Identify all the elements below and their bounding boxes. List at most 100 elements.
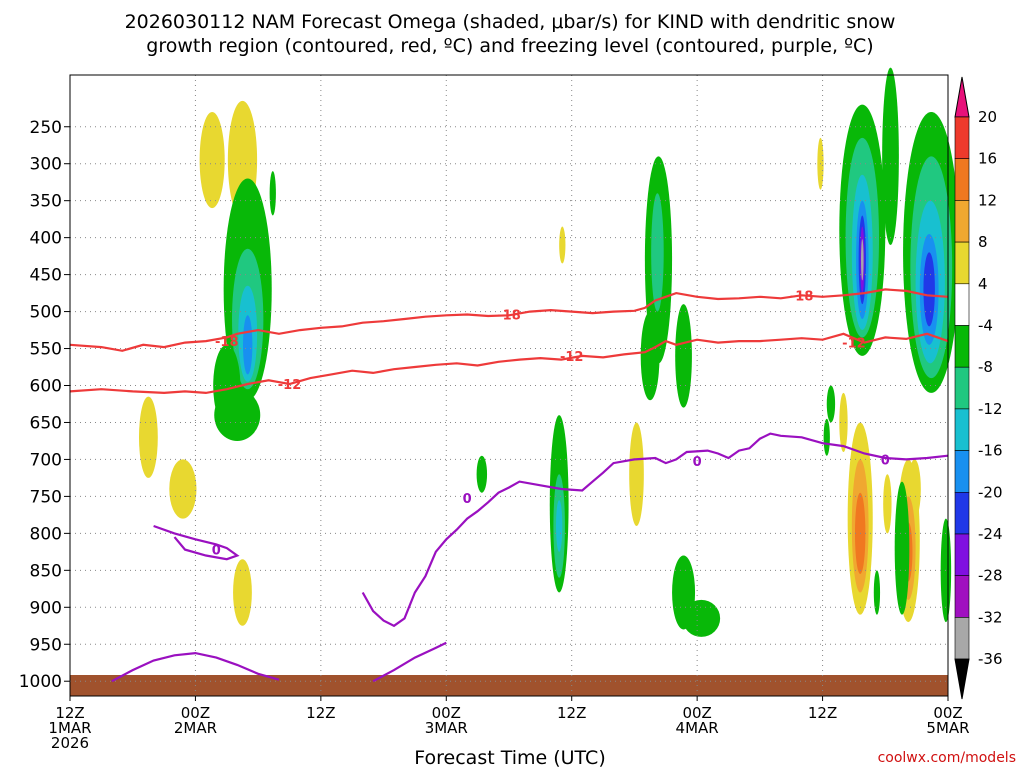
y-tick-label: 850 <box>30 561 62 581</box>
contour-label: 0 <box>463 492 472 507</box>
omega-cell-23 <box>214 389 261 441</box>
colorbar-label: -24 <box>978 525 1003 543</box>
omega-cell-8 <box>839 392 848 453</box>
y-tick-label: 900 <box>30 598 62 618</box>
colorbar-swatch <box>954 200 970 243</box>
colorbar-label: -28 <box>978 567 1003 585</box>
colorbar-label: -16 <box>978 442 1003 460</box>
colorbar-swatch <box>954 116 970 160</box>
x-tick-label: 12Z <box>55 704 84 722</box>
colorbar-legend: 20 16 12 8 4 -4 -8 -12 -16 -20 -24 -28 -32 -36 <box>954 76 1003 700</box>
contour-label: -12 <box>842 337 866 352</box>
x-tick-label: 12Z <box>808 704 837 722</box>
y-tick-label: 350 <box>30 192 62 212</box>
y-axis: 250 300 350 400 450 500 550 600 650 700 750 800 850 9… <box>19 118 70 692</box>
omega-cell-29 <box>651 193 664 312</box>
colorbar-swatch <box>954 491 970 535</box>
colorbar-swatch <box>954 158 970 201</box>
colorbar-swatch <box>954 408 970 451</box>
colorbar-swatch <box>954 283 970 326</box>
contour-line <box>111 651 280 683</box>
omega-cell-49 <box>873 570 881 615</box>
y-tick-label: 300 <box>30 155 62 175</box>
y-tick-label: 700 <box>30 450 62 470</box>
contour-label: 0 <box>693 455 702 470</box>
omega-cell-48 <box>894 481 910 615</box>
colorbar-label: -36 <box>978 650 1003 668</box>
temperature-contours <box>69 288 949 683</box>
y-tick-label: 450 <box>30 266 62 286</box>
omega-cell-30 <box>640 311 660 401</box>
contour-label: -18 <box>215 335 239 350</box>
contour-line <box>153 524 240 561</box>
y-tick-label: 950 <box>30 635 62 655</box>
y-tick-label: 500 <box>30 303 62 323</box>
chart-title-line2: growth region (contoured, red, ºC) and f… <box>146 35 873 57</box>
y-tick-label: 600 <box>30 377 62 397</box>
y-tick-label: 650 <box>30 413 62 433</box>
omega-cell-5 <box>559 226 566 264</box>
credit-text: coolwx.com/models <box>878 750 1016 766</box>
omega-cell-51 <box>823 418 830 456</box>
omega-shaded-regions <box>138 67 960 637</box>
omega-cell-41 <box>861 239 864 281</box>
colorbar-label: 12 <box>978 191 997 209</box>
colorbar-label: 20 <box>978 108 997 126</box>
contour-line <box>372 641 447 683</box>
omega-cell-31 <box>675 304 692 408</box>
omega-cell-9 <box>883 474 892 534</box>
contour-label: -18 <box>497 309 521 324</box>
colorbar-label: 16 <box>978 150 997 168</box>
colorbar-label: -32 <box>978 608 1003 626</box>
y-tick-label: 1000 <box>19 672 62 692</box>
colorbar-swatch <box>954 533 970 577</box>
omega-cell-20 <box>242 315 253 375</box>
omega-cell-42 <box>882 67 899 246</box>
colorbar-bottom-arrow <box>954 658 970 700</box>
contour-label: -12 <box>278 378 302 393</box>
omega-cell-33 <box>682 599 721 637</box>
contour-line <box>69 288 949 352</box>
colorbar-label: 4 <box>978 275 988 293</box>
colorbar-top-arrow <box>954 76 970 118</box>
x-tick-label: 00Z <box>682 704 711 722</box>
y-tick-label: 250 <box>30 118 62 138</box>
grid-lines <box>70 75 948 696</box>
contour-line <box>69 332 949 395</box>
omega-cell-22 <box>269 171 276 216</box>
omega-cell-0 <box>199 111 225 209</box>
y-tick-label: 800 <box>30 524 62 544</box>
contour-line <box>361 432 949 628</box>
colorbar-swatch <box>954 366 970 410</box>
x-tick-date: 5MAR <box>926 719 969 737</box>
omega-cell-27 <box>556 500 563 552</box>
y-tick-label: 750 <box>30 487 62 507</box>
colorbar-label: -12 <box>978 400 1003 418</box>
x-tick-label: 12Z <box>306 704 335 722</box>
chart-title-line1: 2026030112 NAM Forecast Omega (shaded, μ… <box>125 11 896 33</box>
colorbar-swatch <box>954 450 970 493</box>
x-tick-date: 2MAR <box>174 719 217 737</box>
omega-cell-47 <box>923 252 935 327</box>
y-tick-label: 400 <box>30 229 62 249</box>
colorbar-label: -8 <box>978 358 993 376</box>
omega-cell-2 <box>138 396 158 478</box>
x-tick-label: 00Z <box>933 704 962 722</box>
colorbar-label: 8 <box>978 233 988 251</box>
contour-label: -12 <box>560 350 584 365</box>
x-tick-date: 4MAR <box>676 719 719 737</box>
omega-cell-6 <box>629 422 644 526</box>
contour-label: 0 <box>881 453 890 468</box>
x-tick-date: 1MAR <box>48 719 91 737</box>
colorbar-swatch <box>954 325 970 368</box>
x-tick-label: 12Z <box>557 704 586 722</box>
omega-cell-34 <box>826 385 836 423</box>
x-tick-date: 3MAR <box>425 719 468 737</box>
omega-cell-4 <box>233 559 252 626</box>
contour-label: 0 <box>212 544 221 559</box>
ground-surface <box>70 675 948 696</box>
colorbar-label: -20 <box>978 483 1003 501</box>
colorbar-swatch <box>954 575 970 618</box>
